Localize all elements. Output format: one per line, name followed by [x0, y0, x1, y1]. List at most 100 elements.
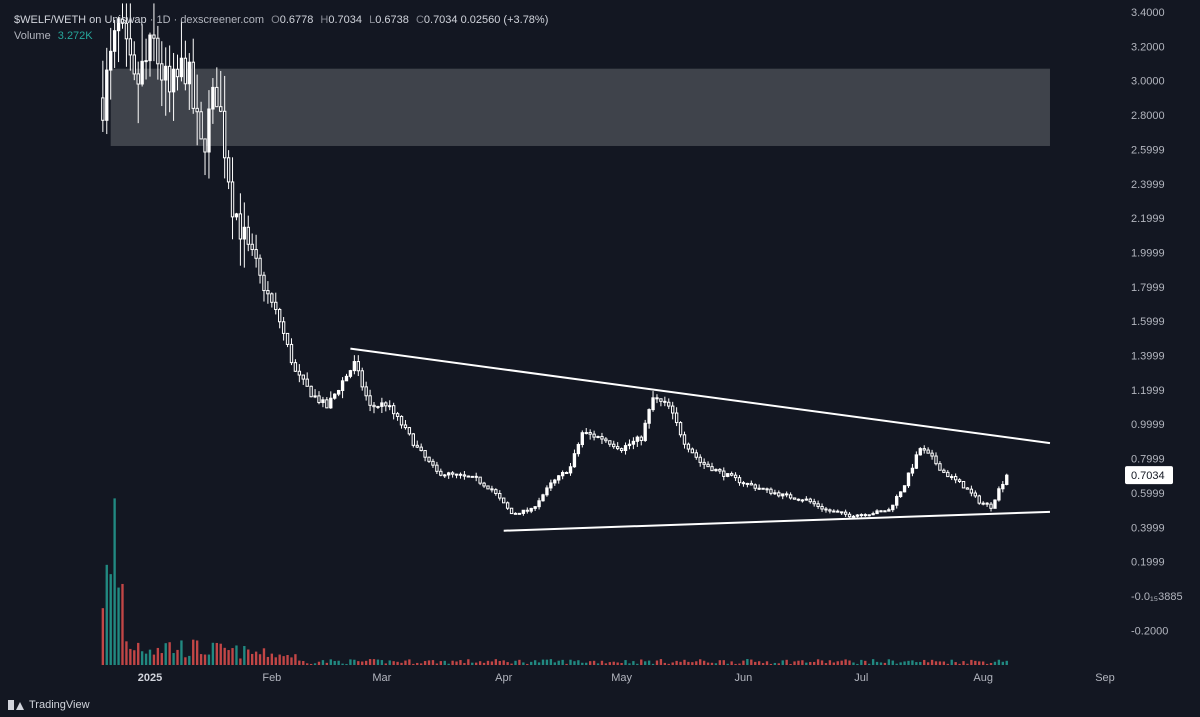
- candle-body: [965, 487, 970, 490]
- volume-bar: [675, 660, 678, 665]
- volume-bar: [498, 660, 501, 665]
- volume-bar: [416, 662, 419, 665]
- candle-body: [545, 487, 549, 496]
- volume-bar: [333, 660, 336, 665]
- volume-bar: [533, 660, 537, 665]
- volume-bar: [746, 659, 749, 665]
- candle-body: [926, 449, 930, 454]
- volume-bar: [557, 660, 560, 665]
- volume-bar: [254, 651, 258, 665]
- candle-body: [623, 445, 628, 452]
- candle-body: [254, 249, 258, 259]
- volume-bar: [628, 663, 631, 665]
- volume-bar: [954, 662, 957, 665]
- volume-bar: [852, 662, 855, 665]
- volume-bar: [592, 660, 596, 665]
- volume-bar: [879, 662, 883, 665]
- candle-body: [325, 399, 329, 409]
- candle-body: [702, 461, 706, 465]
- candle-body: [918, 448, 922, 456]
- candle-body: [356, 361, 360, 372]
- candle-body: [879, 510, 883, 513]
- candle-body: [340, 380, 345, 391]
- candle-body: [867, 514, 871, 517]
- candle-body: [435, 464, 439, 472]
- volume-bar: [471, 662, 474, 665]
- candle-body: [753, 484, 757, 489]
- candle-body: [368, 395, 372, 406]
- candle-body: [380, 402, 384, 407]
- candle-body: [183, 57, 188, 85]
- price-tick-label: 3.0000: [1131, 76, 1165, 88]
- volume-bar: [239, 658, 242, 665]
- volume-bar: [1005, 660, 1008, 665]
- volume-bar: [938, 661, 942, 665]
- candle-body: [914, 454, 919, 469]
- volume-bar: [294, 654, 297, 665]
- volume-bar: [266, 656, 270, 665]
- volume-bar: [828, 660, 832, 665]
- time-axis[interactable]: 2025 Feb Mar Apr May Jun Jul Aug Sep: [138, 672, 1115, 684]
- volume-bar: [467, 659, 470, 665]
- candle-body: [875, 510, 879, 515]
- candle-body: [175, 68, 180, 78]
- candle-body: [109, 50, 113, 71]
- candle-body: [136, 73, 140, 85]
- candle-body: [156, 37, 160, 65]
- volume-bar: [978, 661, 981, 665]
- volume-bar: [282, 656, 285, 665]
- high-value: 0.7034: [328, 14, 363, 26]
- candle-body: [906, 472, 911, 487]
- volume-bar: [832, 662, 836, 665]
- low-label: L: [369, 14, 376, 26]
- tradingview-logo[interactable]: TradingView: [8, 699, 90, 711]
- candle-body: [946, 471, 950, 478]
- symbol-name[interactable]: $WELF/WETH on Uniswap: [14, 14, 147, 26]
- volume-bar: [321, 660, 325, 665]
- volume-bar: [742, 660, 745, 665]
- candle-body: [478, 476, 482, 484]
- candle-body: [207, 108, 211, 153]
- volume-bar: [129, 648, 132, 665]
- volume-bar: [738, 663, 741, 665]
- volume-bar: [400, 662, 403, 665]
- candle-body: [600, 435, 604, 440]
- price-tick-label: 1.9999: [1131, 247, 1165, 259]
- candle-body: [639, 436, 643, 441]
- candle-body: [541, 494, 545, 502]
- price-tick-label: 2.5999: [1131, 144, 1165, 156]
- interval[interactable]: 1D: [156, 14, 171, 26]
- candle-body: [140, 60, 144, 85]
- volume-label[interactable]: Volume: [14, 30, 51, 42]
- volume-bar: [871, 659, 875, 665]
- price-axis[interactable]: 3.4000 3.2000 3.0000 2.8000 2.5999 2.3999 2.19…: [1131, 7, 1183, 637]
- candle-body: [808, 498, 812, 503]
- price-tick-label: 3.2000: [1131, 41, 1165, 53]
- support-trendline[interactable]: [503, 510, 1051, 532]
- volume-bar: [1001, 661, 1004, 665]
- volume-bar: [868, 663, 871, 665]
- volume-bar: [278, 654, 281, 665]
- candle-body: [148, 34, 152, 62]
- resistance-trendline[interactable]: [350, 347, 1051, 445]
- volume-bar: [620, 663, 623, 665]
- candle-body: [572, 453, 577, 468]
- volume-bar: [974, 660, 977, 665]
- candle-body: [902, 485, 907, 493]
- candle-body: [690, 448, 695, 454]
- time-tick-label: Mar: [372, 672, 391, 684]
- candle-body: [191, 61, 195, 109]
- volume-bar: [510, 663, 513, 665]
- candle-body: [749, 482, 753, 486]
- candle-body: [152, 34, 156, 39]
- volume-bar: [172, 653, 175, 665]
- candle-body: [458, 473, 463, 476]
- candlesticks: [101, 3, 1009, 518]
- volume-bar: [306, 663, 309, 665]
- candle-body: [203, 138, 207, 153]
- price-tick-label: 2.8000: [1131, 110, 1165, 122]
- resistance-zone[interactable]: [110, 68, 1050, 146]
- price-tick-label: 0.3999: [1131, 522, 1165, 534]
- candle-body: [160, 63, 164, 81]
